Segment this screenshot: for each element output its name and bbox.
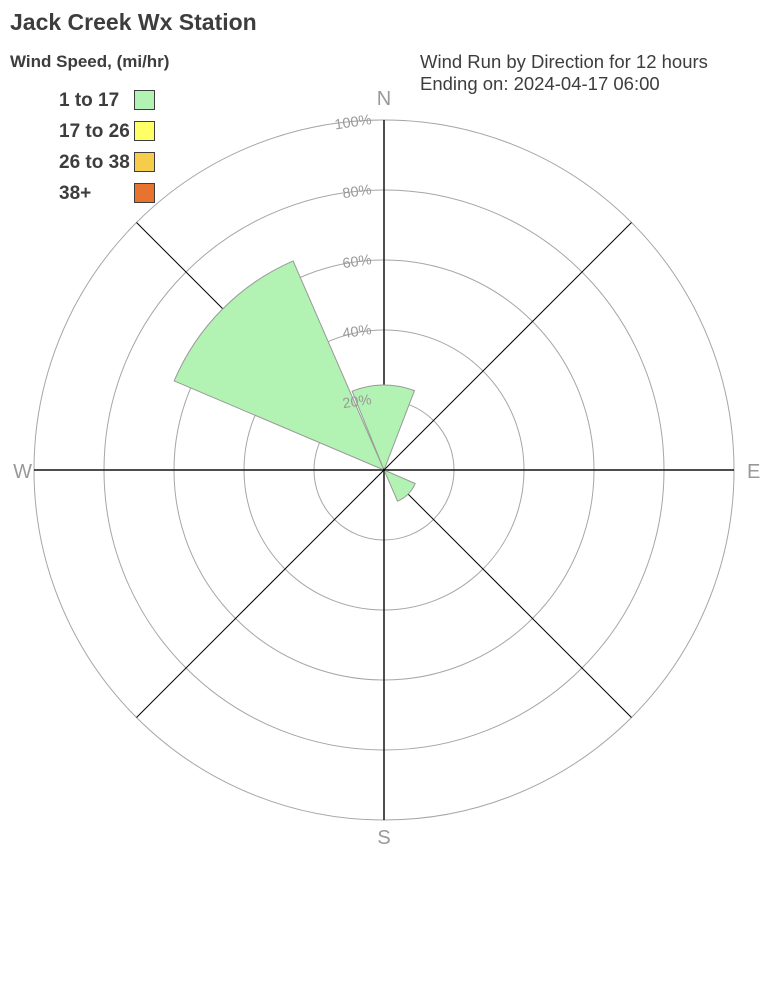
svg-text:S: S — [377, 827, 390, 849]
svg-text:E: E — [747, 461, 760, 483]
svg-text:60%: 60% — [342, 252, 373, 272]
svg-text:N: N — [377, 88, 391, 110]
svg-text:80%: 80% — [342, 182, 373, 202]
svg-text:40%: 40% — [342, 322, 373, 342]
svg-text:100%: 100% — [334, 112, 373, 133]
svg-text:W: W — [13, 461, 32, 483]
